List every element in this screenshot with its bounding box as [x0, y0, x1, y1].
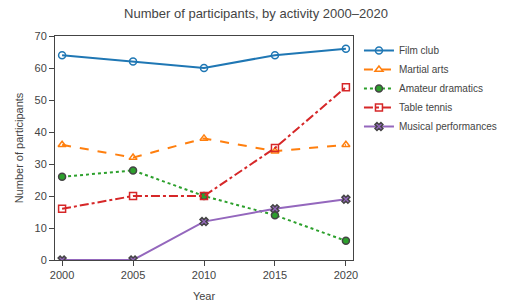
svg-text:Number of participants: Number of participants: [13, 92, 25, 203]
svg-text:Year: Year: [193, 290, 216, 302]
svg-text:Table tennis: Table tennis: [399, 102, 452, 113]
svg-text:10: 10: [35, 222, 47, 234]
svg-text:Musical performances: Musical performances: [399, 121, 497, 132]
svg-text:2005: 2005: [121, 269, 145, 281]
svg-text:40: 40: [35, 126, 47, 138]
svg-text:2010: 2010: [192, 269, 216, 281]
svg-text:2000: 2000: [50, 269, 74, 281]
svg-text:20: 20: [35, 190, 47, 202]
svg-text:60: 60: [35, 62, 47, 74]
svg-text:30: 30: [35, 158, 47, 170]
svg-text:Martial arts: Martial arts: [399, 64, 448, 75]
svg-text:Number of participants, by act: Number of participants, by activity 2000…: [124, 6, 388, 21]
svg-text:50: 50: [35, 94, 47, 106]
svg-text:2015: 2015: [263, 269, 287, 281]
svg-text:0: 0: [41, 254, 47, 266]
svg-text:Amateur dramatics: Amateur dramatics: [399, 83, 483, 94]
svg-text:Film club: Film club: [399, 45, 439, 56]
svg-text:70: 70: [35, 30, 47, 42]
svg-text:2020: 2020: [334, 269, 358, 281]
